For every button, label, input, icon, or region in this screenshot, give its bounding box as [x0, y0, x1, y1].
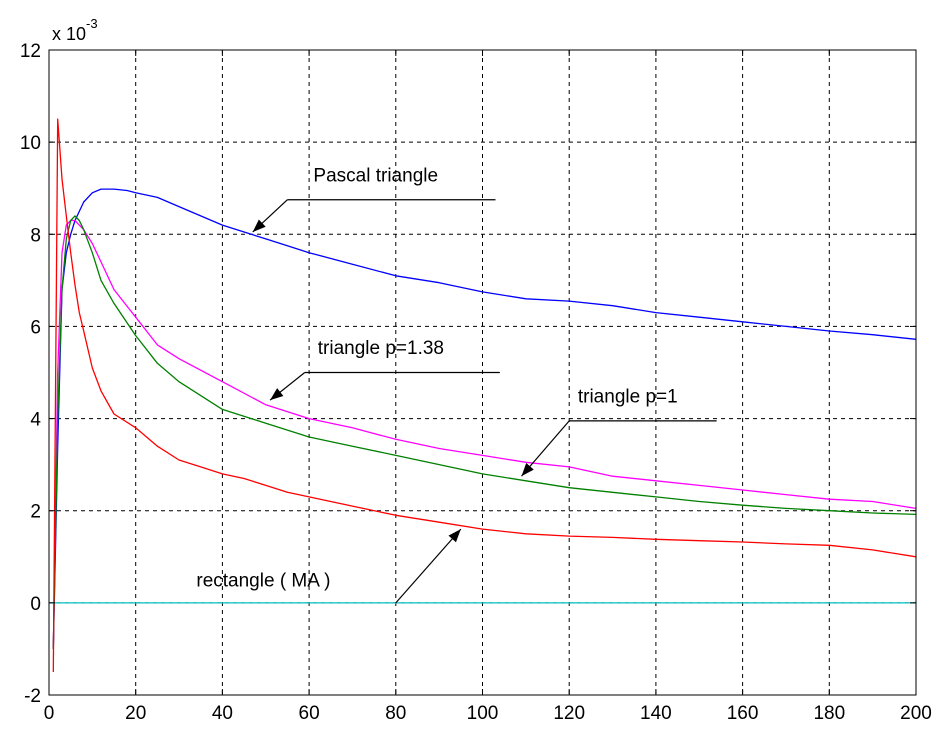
x-tick-label: 80 — [385, 703, 406, 724]
y-multiplier-label: x 10 -3 — [52, 16, 98, 44]
x-tick-label: 0 — [44, 703, 55, 724]
series-line-1 — [52, 219, 917, 649]
annotation-label: triangle p=1 — [578, 386, 678, 407]
annotation-arrow-head — [270, 388, 284, 401]
series-line-2 — [52, 215, 917, 649]
x-tick-label: 160 — [727, 703, 759, 724]
y-tick-label: 8 — [30, 225, 41, 246]
y-multiplier-base: x 10 — [52, 24, 86, 44]
x-tick-label: 100 — [467, 703, 499, 724]
annotation-label: triangle p=1.38 — [318, 338, 444, 359]
annotations: Pascal triangle triangle p=1.38 triangle p… — [196, 165, 717, 604]
y-tick-label: -2 — [24, 686, 41, 707]
series-line-3 — [52, 118, 917, 673]
y-tick-label: 0 — [30, 594, 41, 615]
annotation-label: rectangle ( MA ) — [196, 571, 330, 592]
annotation-arrow-head — [448, 529, 461, 543]
annotation-arrow-shaft — [395, 528, 462, 604]
y-tick-label: 10 — [20, 133, 41, 154]
annotation-arrow-head — [252, 219, 266, 232]
x-tick-label: 40 — [212, 703, 233, 724]
y-tick-label: 12 — [20, 41, 41, 62]
x-tick-label: 140 — [640, 703, 672, 724]
x-tick-label: 200 — [900, 703, 932, 724]
annotation-label: Pascal triangle — [313, 165, 438, 186]
y-multiplier-exponent: -3 — [86, 16, 98, 31]
y-tick-label: 4 — [30, 410, 41, 431]
y-tick-label: 2 — [30, 502, 41, 523]
series-line-0 — [52, 188, 917, 649]
y-tick-label: 6 — [30, 317, 41, 338]
x-tick-label: 60 — [299, 703, 320, 724]
x-tick-label: 20 — [125, 703, 146, 724]
x-tick-label: 180 — [813, 703, 845, 724]
annotation-arrow-head — [521, 463, 534, 477]
x-tick-label: 120 — [553, 703, 585, 724]
